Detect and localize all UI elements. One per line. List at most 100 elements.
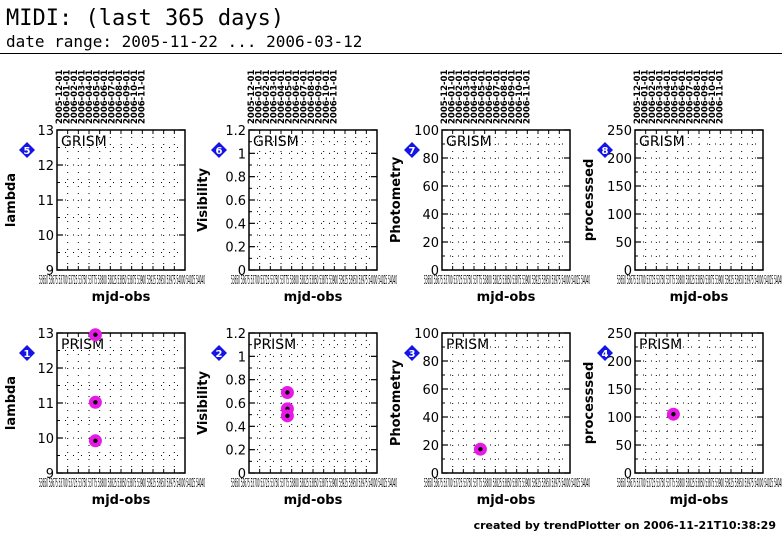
- panel-badge-icon: [19, 345, 35, 361]
- date-label: 2005-12-01: [633, 70, 643, 124]
- panel-badge-icon: [211, 142, 227, 158]
- data-point-center: [93, 438, 98, 443]
- date-label: 2006-07-01: [300, 70, 310, 124]
- date-label: 2006-07-01: [686, 70, 696, 124]
- date-label: 2006-08-01: [115, 70, 125, 124]
- panel-label: GRISM: [446, 134, 492, 150]
- date-label: 2006-10-01: [322, 70, 332, 124]
- date-label: 2006-09-01: [315, 70, 325, 124]
- y-axis-label: Photometry: [389, 156, 404, 243]
- panel-badge-number: 2: [216, 349, 223, 360]
- y-tick-label: 1: [238, 350, 246, 365]
- plot-panel-8: 0 50 100 150 200 250 53650 53675 53700 53725 5…: [582, 70, 782, 305]
- y-tick-label: 50: [615, 439, 632, 454]
- y-tick-label: 250: [607, 327, 632, 342]
- date-label: 2005-12-01: [247, 70, 257, 124]
- y-axis-label: Visibility: [196, 168, 211, 232]
- x-axis-label: mjd-obs: [284, 290, 343, 305]
- x-axis-label: mjd-obs: [670, 290, 729, 305]
- y-tick-label: 0.4: [225, 420, 246, 435]
- y-tick-label: 50: [615, 236, 632, 251]
- data-point-center: [93, 400, 98, 405]
- y-tick-label: 60: [422, 180, 439, 195]
- date-label: 2006-06-01: [292, 70, 302, 124]
- date-label: 2006-04-01: [85, 70, 95, 124]
- date-label: 2006-04-01: [277, 70, 287, 124]
- data-point-center: [93, 332, 98, 337]
- x-axis-label: mjd-obs: [670, 493, 729, 508]
- panel-badge-icon: [404, 345, 420, 361]
- y-tick-label: 0.2: [225, 241, 246, 256]
- date-label: 2006-05-01: [285, 70, 295, 124]
- panel-badge-icon: [211, 345, 227, 361]
- x-tick-labels: 53650 53675 53700 53725 53750 53775 5380…: [424, 273, 590, 287]
- y-tick-label: 200: [607, 152, 632, 167]
- x-tick-labels: 53650 53675 53700 53725 53750 53775 5380…: [39, 273, 205, 287]
- date-label: 2006-09-01: [508, 70, 518, 124]
- plot-panel-2: 0 0.2 0.4 0.6 0.8 1 1.2 53650 53675 53700 53725…: [196, 327, 397, 508]
- date-label: 2006-01-01: [641, 70, 651, 124]
- date-label: 2006-03-01: [463, 70, 473, 124]
- y-tick-label: 0.4: [225, 217, 246, 232]
- x-axis-label: mjd-obs: [477, 290, 536, 305]
- y-tick-label: 40: [422, 208, 439, 223]
- y-tick-label: 80: [422, 355, 439, 370]
- data-point-center: [478, 447, 483, 452]
- page-title: MIDI: (last 365 days): [6, 6, 285, 31]
- x-tick-labels: 53650 53675 53700 53725 53750 53775 5380…: [231, 273, 397, 287]
- date-label: 2006-11-01: [716, 70, 726, 124]
- date-label: 2006-05-01: [93, 70, 103, 124]
- y-tick-label: 1: [238, 147, 246, 162]
- y-axis-label: processsed: [582, 159, 597, 242]
- date-label: 2006-03-01: [656, 70, 666, 124]
- y-tick-label: 200: [607, 355, 632, 370]
- date-label: 2006-01-01: [63, 70, 73, 124]
- data-point-center: [285, 413, 290, 419]
- date-label: 2006-02-01: [70, 70, 80, 124]
- data-point-center: [285, 390, 290, 395]
- y-tick-label: 1.2: [225, 327, 246, 342]
- y-tick-label: 0: [238, 467, 246, 482]
- y-tick-label: 10: [37, 432, 54, 447]
- panel-badge-icon: [19, 142, 35, 158]
- plot-panel-1: 9 10 11 12 13 53650 53675 53700 53725 53750 5…: [4, 327, 205, 508]
- x-tick-labels: 53650 53675 53700 53725 53750 53775 5380…: [424, 476, 590, 490]
- date-label: 2006-08-01: [500, 70, 510, 124]
- panel-badge-icon: [597, 142, 613, 158]
- y-tick-label: 20: [422, 236, 439, 251]
- y-axis-label: processsed: [582, 362, 597, 445]
- panel-badge-number: 7: [409, 146, 416, 157]
- y-tick-label: 250: [607, 124, 632, 139]
- date-range-subtitle: date range: 2005-11-22 ... 2006-03-12: [6, 32, 363, 51]
- y-tick-label: 100: [414, 124, 439, 139]
- x-axis-label: mjd-obs: [477, 493, 536, 508]
- panel-label: PRISM: [61, 337, 104, 353]
- plot-panel-5: 9 10 11 12 13 53650 53675 53700 53725 53750 5…: [4, 70, 205, 305]
- y-tick-label: 100: [607, 208, 632, 223]
- x-tick-labels: 53650 53675 53700 53725 53750 53775 5380…: [617, 476, 782, 490]
- y-tick-label: 13: [37, 124, 54, 139]
- x-tick-labels: 53650 53675 53700 53725 53750 53775 5380…: [39, 476, 205, 490]
- y-tick-label: 11: [37, 194, 54, 209]
- panel-label: PRISM: [253, 337, 296, 353]
- y-tick-label: 12: [37, 159, 54, 174]
- x-axis-label: mjd-obs: [92, 493, 151, 508]
- date-label: 2006-06-01: [485, 70, 495, 124]
- y-tick-label: 100: [414, 327, 439, 342]
- date-label: 2006-04-01: [663, 70, 673, 124]
- y-tick-label: 150: [607, 180, 632, 195]
- date-label: 2006-06-01: [678, 70, 688, 124]
- date-label: 2006-01-01: [255, 70, 265, 124]
- date-label: 2006-10-01: [515, 70, 525, 124]
- y-tick-label: 0.2: [225, 444, 246, 459]
- y-tick-label: 0: [624, 467, 632, 482]
- y-axis-label: Photometry: [389, 359, 404, 446]
- panel-badge-icon: [404, 142, 420, 158]
- y-tick-label: 80: [422, 152, 439, 167]
- date-label: 2006-02-01: [455, 70, 465, 124]
- y-axis-label: lambda: [4, 173, 19, 227]
- y-tick-label: 0: [431, 467, 439, 482]
- date-label: 2006-08-01: [307, 70, 317, 124]
- y-tick-label: 100: [607, 411, 632, 426]
- plot-panel-6: 0 0.2 0.4 0.6 0.8 1 1.2 53650 53675 53700 53725…: [196, 70, 397, 305]
